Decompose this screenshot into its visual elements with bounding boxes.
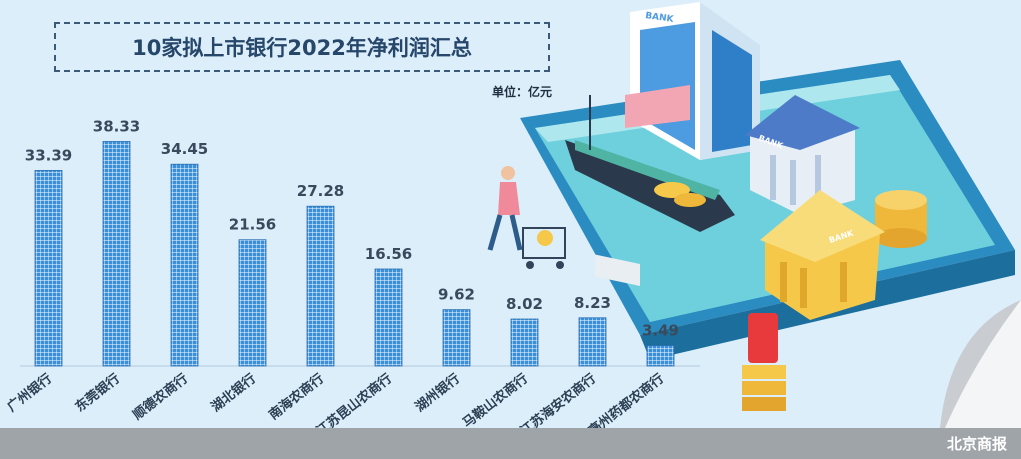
- value-label-10: 3.49: [642, 322, 679, 340]
- value-label-8: 8.02: [506, 295, 543, 313]
- category-label-3: 顺德农商行: [130, 371, 191, 424]
- bar-7: [442, 309, 471, 367]
- unit-label: 单位：亿元: [492, 85, 553, 99]
- bar-2: [102, 141, 131, 367]
- red-packet-icon: [742, 313, 786, 411]
- value-label-6: 16.56: [365, 245, 412, 263]
- value-label-4: 21.56: [229, 216, 276, 234]
- footer-bar: [0, 428, 1021, 459]
- value-labels: 33.39 38.33 34.45 21.56 27.28 16.56 9.62 8.02 8.…: [25, 117, 679, 339]
- value-label-9: 8.23: [574, 294, 611, 312]
- category-label-7: 湖州银行: [412, 371, 463, 416]
- bank-tower-icon: BANK: [625, 2, 760, 160]
- page-curl-highlight: [945, 300, 1021, 428]
- bar-6: [374, 268, 403, 367]
- bar-10: [646, 345, 675, 367]
- category-label-1: 广州银行: [4, 371, 55, 416]
- bar-9: [578, 317, 607, 367]
- category-label-8: 马鞍山农商行: [460, 371, 531, 432]
- value-label-3: 34.45: [161, 140, 208, 158]
- value-label-2: 38.33: [93, 117, 140, 135]
- chart-title: 10家拟上市银行2022年净利润汇总: [54, 22, 550, 72]
- value-label-7: 9.62: [438, 286, 475, 304]
- bar-5: [306, 205, 335, 367]
- bank-tower-sign: BANK: [645, 11, 675, 25]
- category-label-5: 南海农商行: [266, 371, 327, 424]
- value-label-5: 27.28: [297, 182, 344, 200]
- person-cart-icon: [487, 166, 566, 269]
- bar-8: [510, 318, 539, 367]
- bar-3: [170, 163, 199, 367]
- category-label-4: 湖北银行: [208, 371, 259, 416]
- bar-1: [34, 170, 63, 367]
- gold-bank-icon: BANK: [760, 190, 885, 320]
- source-label: 北京商报: [946, 435, 1007, 453]
- value-label-1: 33.39: [25, 146, 72, 164]
- bar-series: [34, 141, 675, 367]
- category-label-2: 东莞银行: [72, 371, 123, 416]
- bank-building-icon: BANK: [745, 95, 860, 215]
- bar-4: [238, 239, 267, 367]
